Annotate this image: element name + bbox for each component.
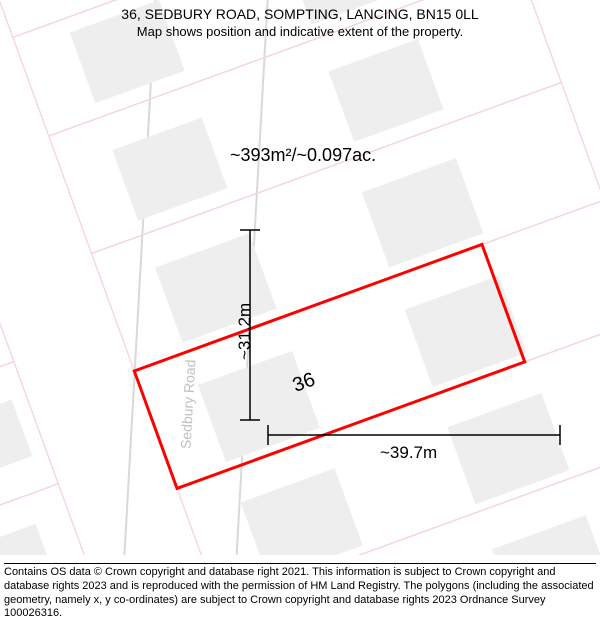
header: 36, SEDBURY ROAD, SOMPTING, LANCING, BN1… <box>0 6 600 39</box>
area-label: ~393m²/~0.097ac. <box>230 145 376 166</box>
footer-text: Contains OS data © Crown copyright and d… <box>4 566 596 621</box>
footer: Contains OS data © Crown copyright and d… <box>4 563 596 621</box>
map-svg: Sedbury RoadSedbury Road36 <box>0 0 600 555</box>
page-container: 36, SEDBURY ROAD, SOMPTING, LANCING, BN1… <box>0 0 600 625</box>
width-label: ~39.7m <box>380 443 437 463</box>
page-title: 36, SEDBURY ROAD, SOMPTING, LANCING, BN1… <box>0 6 600 22</box>
height-label: ~31.2m <box>235 303 255 360</box>
page-subtitle: Map shows position and indicative extent… <box>0 24 600 39</box>
map-viewport: Sedbury RoadSedbury Road36 <box>0 0 600 555</box>
footer-rule <box>4 563 596 564</box>
